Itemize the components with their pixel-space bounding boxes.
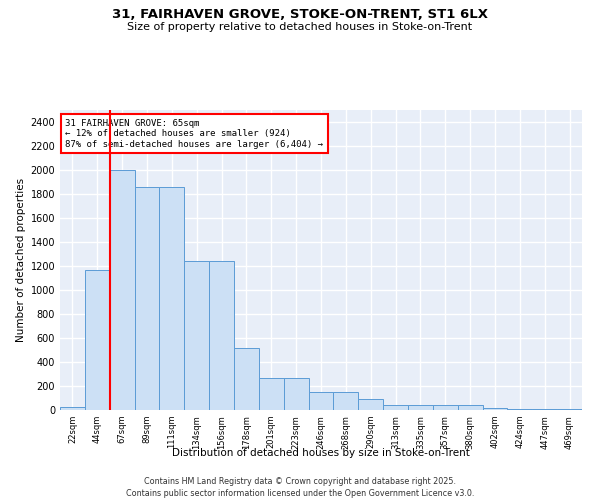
Bar [308, 392, 334, 410]
Bar [482, 408, 508, 410]
Bar [184, 260, 209, 410]
Text: 31 FAIRHAVEN GROVE: 65sqm
← 12% of detached houses are smaller (924)
87% of semi: 31 FAIRHAVEN GROVE: 65sqm ← 12% of detac… [65, 119, 323, 149]
Bar [234, 348, 259, 410]
Bar [334, 392, 358, 410]
Bar [408, 404, 433, 410]
Bar [60, 407, 85, 410]
Bar [284, 378, 308, 410]
Y-axis label: Number of detached properties: Number of detached properties [16, 178, 26, 342]
Text: Contains public sector information licensed under the Open Government Licence v3: Contains public sector information licen… [126, 489, 474, 498]
Bar [134, 187, 160, 410]
Text: Contains HM Land Registry data © Crown copyright and database right 2025.: Contains HM Land Registry data © Crown c… [144, 478, 456, 486]
Text: Size of property relative to detached houses in Stoke-on-Trent: Size of property relative to detached ho… [127, 22, 473, 32]
Bar [160, 187, 184, 410]
Bar [259, 378, 284, 410]
Bar [433, 406, 458, 410]
Text: Distribution of detached houses by size in Stoke-on-Trent: Distribution of detached houses by size … [172, 448, 470, 458]
Text: 31, FAIRHAVEN GROVE, STOKE-ON-TRENT, ST1 6LX: 31, FAIRHAVEN GROVE, STOKE-ON-TRENT, ST1… [112, 8, 488, 20]
Bar [209, 260, 234, 410]
Bar [358, 399, 383, 410]
Bar [85, 270, 110, 410]
Bar [383, 404, 408, 410]
Bar [110, 170, 134, 410]
Bar [458, 406, 482, 410]
